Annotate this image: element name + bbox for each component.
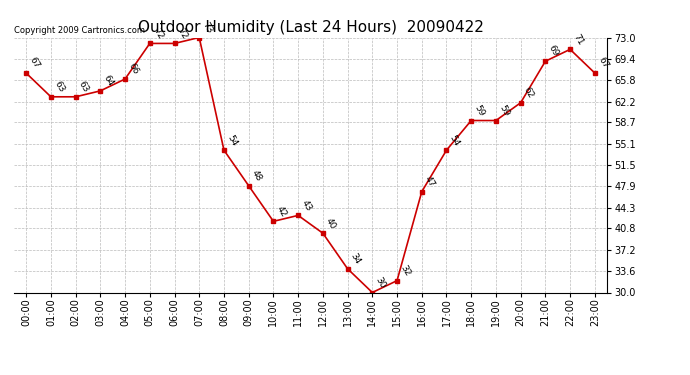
Text: 43: 43	[299, 198, 313, 213]
Text: 63: 63	[77, 80, 90, 94]
Text: 59: 59	[473, 103, 486, 118]
Text: 67: 67	[28, 56, 41, 70]
Text: 73: 73	[201, 20, 214, 35]
Text: 64: 64	[101, 74, 115, 88]
Text: 54: 54	[226, 133, 239, 147]
Text: 67: 67	[596, 56, 610, 70]
Text: 69: 69	[546, 44, 560, 58]
Text: 42: 42	[275, 204, 288, 219]
Text: 47: 47	[423, 174, 437, 189]
Text: 48: 48	[250, 169, 264, 183]
Text: 71: 71	[571, 32, 585, 46]
Text: Copyright 2009 Cartronics.com: Copyright 2009 Cartronics.com	[14, 26, 145, 35]
Text: 66: 66	[126, 62, 140, 76]
Text: 62: 62	[522, 86, 535, 100]
Title: Outdoor Humidity (Last 24 Hours)  20090422: Outdoor Humidity (Last 24 Hours) 2009042…	[137, 20, 484, 35]
Text: 54: 54	[448, 133, 462, 147]
Text: 72: 72	[151, 26, 165, 40]
Text: 32: 32	[398, 264, 412, 278]
Text: 63: 63	[52, 80, 66, 94]
Text: 30: 30	[374, 275, 387, 290]
Text: 72: 72	[176, 26, 189, 40]
Text: 40: 40	[324, 216, 337, 230]
Text: 34: 34	[349, 252, 362, 266]
Text: 59: 59	[497, 103, 511, 118]
